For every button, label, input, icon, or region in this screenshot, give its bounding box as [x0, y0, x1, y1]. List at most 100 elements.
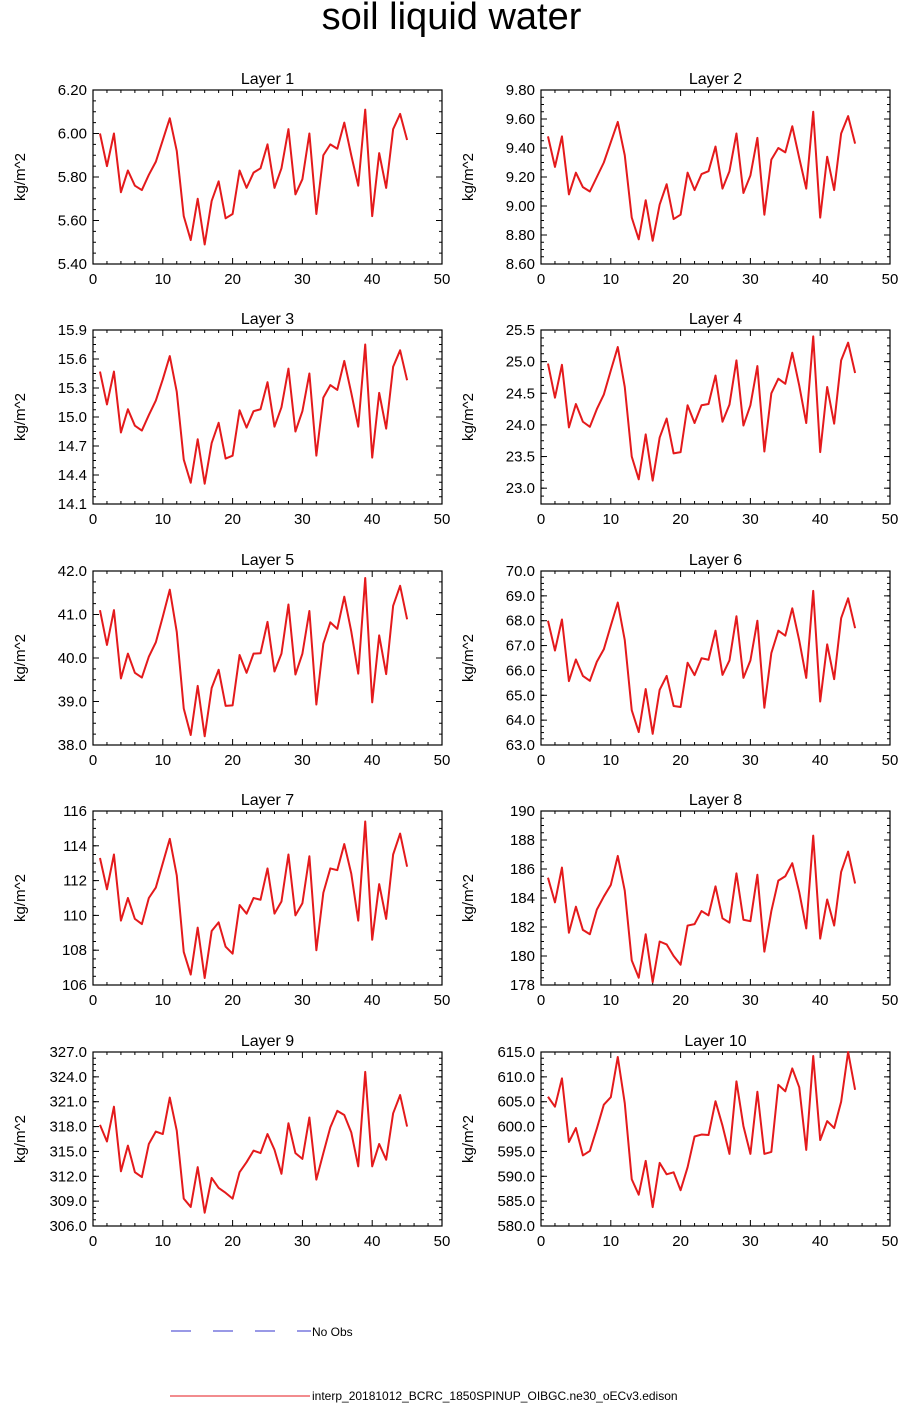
- y-tick-label: 67.0: [506, 638, 535, 655]
- panel-frame: [92, 329, 443, 505]
- y-tick-label: 8.80: [506, 227, 535, 244]
- x-tick-label: 0: [537, 1233, 545, 1250]
- x-tick-label: 50: [434, 511, 451, 528]
- y-tick-label: 590.0: [497, 1168, 535, 1185]
- y-tick-label: 41.0: [58, 607, 87, 624]
- series-line: [99, 820, 409, 980]
- x-tick-label: 40: [364, 992, 381, 1009]
- series-line: [99, 108, 409, 246]
- y-tick-label: 309.0: [49, 1193, 87, 1210]
- x-tick-label: 0: [537, 271, 545, 288]
- x-tick-label: 50: [434, 1233, 451, 1250]
- y-axis-label: kg/m^2: [460, 153, 477, 201]
- series-line: [547, 589, 857, 735]
- panel-4: Layer 4 kg/m^2 0 10 20 30 40 50 23.0 23.5 24.0 24.5…: [460, 311, 898, 528]
- y-tick-label: 42.0: [58, 563, 87, 580]
- y-tick-label: 312.0: [49, 1168, 87, 1185]
- y-tick-label: 116: [63, 803, 87, 820]
- x-tick-label: 40: [812, 752, 829, 769]
- y-tick-label: 9.00: [506, 198, 535, 215]
- y-tick-label: 70.0: [506, 563, 535, 580]
- series-line: [547, 335, 857, 482]
- y-tick-label: 64.0: [506, 712, 535, 729]
- y-axis-label: kg/m^2: [12, 634, 29, 682]
- y-tick-label: 9.40: [506, 140, 535, 157]
- y-tick-label: 184: [510, 890, 535, 907]
- x-tick-label: 50: [434, 752, 451, 769]
- y-tick-label: 5.60: [58, 213, 87, 230]
- y-tick-label: 23.0: [506, 480, 535, 497]
- panel-frame: [540, 89, 891, 265]
- y-tick-label: 6.00: [58, 126, 87, 143]
- x-tick-label: 20: [672, 752, 689, 769]
- y-tick-label: 114: [63, 838, 87, 855]
- x-tick-label: 50: [882, 992, 899, 1009]
- panel-8: Layer 8 kg/m^2 0 10 20 30 40 50 178 180 182 184 186 1…: [460, 792, 898, 1009]
- y-tick-label: 66.0: [506, 662, 535, 679]
- x-tick-label: 0: [89, 1233, 97, 1250]
- x-tick-label: 20: [224, 271, 241, 288]
- x-tick-label: 40: [812, 1233, 829, 1250]
- x-tick-label: 40: [812, 992, 829, 1009]
- panel-9: Layer 9 kg/m^2 0 10 20 30 40 50 306.0 309.0 312.0 3…: [12, 1033, 450, 1250]
- panel-title: Layer 7: [241, 792, 294, 809]
- y-tick-label: 600.0: [497, 1119, 535, 1136]
- y-tick-label: 106: [62, 977, 87, 994]
- x-tick-label: 40: [364, 752, 381, 769]
- panel-title: Layer 8: [689, 792, 742, 809]
- y-axis-label: kg/m^2: [460, 634, 477, 682]
- y-tick-label: 15.0: [58, 409, 87, 426]
- x-tick-label: 0: [89, 752, 97, 769]
- y-tick-label: 63.0: [506, 737, 535, 754]
- panel-title: Layer 5: [241, 552, 294, 569]
- y-tick-label: 318.0: [49, 1119, 87, 1136]
- x-tick-label: 50: [434, 992, 451, 1009]
- x-tick-label: 30: [742, 511, 759, 528]
- x-tick-label: 50: [434, 271, 451, 288]
- panel-5: Layer 5 kg/m^2 0 10 20 30 40 50 38.0 39.0 40.0 41.0…: [12, 552, 450, 769]
- x-tick-label: 50: [882, 752, 899, 769]
- y-tick-label: 8.60: [506, 256, 535, 273]
- y-tick-label: 112: [63, 873, 87, 890]
- y-tick-label: 15.3: [58, 380, 87, 397]
- x-tick-label: 20: [224, 992, 241, 1009]
- panel-title: Layer 4: [689, 311, 742, 328]
- y-tick-label: 14.4: [58, 467, 87, 484]
- legend-no-obs-label: No Obs: [312, 1325, 353, 1339]
- legend-model-label: interp_20181012_BCRC_1850SPINUP_OIBGC.ne…: [312, 1389, 678, 1403]
- x-tick-label: 50: [882, 511, 899, 528]
- y-tick-label: 14.7: [58, 438, 87, 455]
- y-tick-label: 605.0: [497, 1094, 535, 1111]
- y-tick-label: 5.80: [58, 169, 87, 186]
- panel-title: Layer 9: [241, 1033, 294, 1050]
- x-tick-label: 40: [812, 511, 829, 528]
- x-tick-label: 20: [672, 511, 689, 528]
- x-tick-label: 30: [742, 271, 759, 288]
- y-tick-label: 5.40: [58, 256, 87, 273]
- y-tick-label: 110: [63, 907, 87, 924]
- y-tick-label: 327.0: [49, 1044, 87, 1061]
- y-tick-label: 9.20: [506, 169, 535, 186]
- panel-title: Layer 6: [689, 552, 742, 569]
- y-tick-label: 38.0: [58, 737, 87, 754]
- panel-2: Layer 2 kg/m^2 0 10 20 30 40 50 8.60 8.80 9.00 9.20…: [460, 71, 898, 288]
- y-tick-label: 315.0: [49, 1143, 87, 1160]
- y-tick-label: 24.5: [506, 385, 535, 402]
- y-tick-label: 23.5: [506, 449, 535, 466]
- x-tick-label: 10: [154, 271, 171, 288]
- x-tick-label: 0: [537, 511, 545, 528]
- y-tick-label: 9.80: [506, 82, 535, 99]
- x-tick-label: 20: [672, 992, 689, 1009]
- y-tick-label: 65.0: [506, 687, 535, 704]
- y-tick-label: 306.0: [49, 1218, 87, 1235]
- y-axis-label: kg/m^2: [460, 874, 477, 922]
- x-tick-label: 10: [602, 1233, 619, 1250]
- y-tick-label: 188: [510, 832, 535, 849]
- x-tick-label: 10: [154, 1233, 171, 1250]
- panel-title: Layer 2: [689, 71, 742, 88]
- x-tick-label: 0: [89, 992, 97, 1009]
- y-tick-label: 180: [510, 948, 535, 965]
- series-line: [99, 343, 409, 485]
- y-axis-label: kg/m^2: [12, 1115, 29, 1163]
